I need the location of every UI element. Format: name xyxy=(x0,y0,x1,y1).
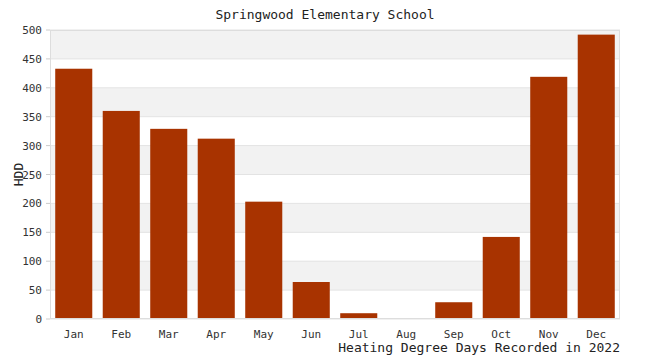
grid-band xyxy=(50,30,620,59)
x-tick-label: Feb xyxy=(111,328,131,341)
bar xyxy=(245,202,282,319)
y-tick-label: 50 xyxy=(29,284,42,297)
y-tick-label: 350 xyxy=(22,111,42,124)
x-tick-label: Jun xyxy=(301,328,321,341)
y-tick-label: 150 xyxy=(22,226,42,239)
plot-frame xyxy=(51,31,620,319)
bar xyxy=(150,129,187,319)
x-tick-label: Mar xyxy=(159,328,179,341)
y-tick-label: 300 xyxy=(22,140,42,153)
y-tick xyxy=(46,261,50,262)
bar xyxy=(55,69,92,319)
bar xyxy=(578,35,615,319)
chart-container: 050100150200250300350400450500JanFebMarA… xyxy=(0,0,650,360)
y-tick-label: 100 xyxy=(22,255,42,268)
y-tick-label: 500 xyxy=(22,24,42,37)
chart-title: Springwood Elementary School xyxy=(215,7,434,22)
bar xyxy=(435,302,472,319)
x-axis-label: Heating Degree Days Recorded in 2022 xyxy=(338,340,620,355)
y-tick-label: 450 xyxy=(22,53,42,66)
y-tick xyxy=(46,174,50,175)
plot-background xyxy=(50,30,620,319)
bar xyxy=(483,237,520,319)
y-tick-label: 400 xyxy=(22,82,42,95)
y-tick xyxy=(46,232,50,233)
y-tick-label: 200 xyxy=(22,197,42,210)
y-tick xyxy=(46,203,50,204)
x-tick-label: Apr xyxy=(206,328,226,341)
y-tick xyxy=(46,58,50,59)
x-tick-label: May xyxy=(254,328,274,341)
x-tick-label: Jan xyxy=(64,328,84,341)
y-axis-label: HDD xyxy=(11,163,26,187)
grid-line xyxy=(50,58,620,59)
y-tick xyxy=(46,290,50,291)
bar xyxy=(103,111,140,319)
bar xyxy=(293,282,330,319)
y-tick-label: 0 xyxy=(35,313,42,326)
chart-svg: 050100150200250300350400450500JanFebMarA… xyxy=(0,0,650,360)
bars xyxy=(55,35,615,319)
y-tick xyxy=(46,145,50,146)
y-tick xyxy=(46,116,50,117)
y-tick xyxy=(46,30,50,31)
bar xyxy=(198,139,235,319)
y-tick xyxy=(46,319,50,320)
bar xyxy=(530,77,567,319)
y-tick xyxy=(46,87,50,88)
